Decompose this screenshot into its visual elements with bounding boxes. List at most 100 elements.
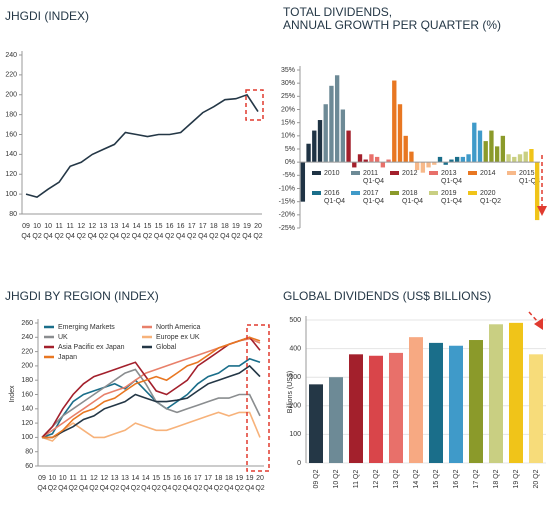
- bar: [389, 352, 403, 463]
- x-tick-label: 11 Q2: [68, 475, 77, 492]
- x-tick-label-line: Q2: [99, 233, 108, 240]
- legend-label: 2010: [324, 170, 340, 177]
- x-tick-label: 17 Q2: [193, 475, 202, 492]
- x-tick-label: 15 Q2: [152, 475, 161, 492]
- x-tick-label-line: 15: [155, 223, 163, 230]
- x-tick-label-line: 14: [132, 475, 140, 482]
- x-tick-label-line: 16: [173, 475, 181, 482]
- x-tick-label-line: 20: [256, 475, 264, 482]
- bar: [409, 337, 423, 463]
- annotations: [245, 89, 543, 472]
- legend-swatch: [468, 191, 477, 195]
- y-tick-label: 20%: [281, 106, 295, 113]
- x-tick-label-line: 17: [194, 475, 202, 482]
- x-tick-label-line: 17: [188, 223, 196, 230]
- x-tick-label-line: 13: [111, 475, 119, 482]
- chart-title: TOTAL DIVIDENDS,: [283, 5, 392, 19]
- y-tick-label: 30%: [281, 80, 295, 87]
- legend-note: Q1-Q4: [363, 198, 384, 205]
- y-tick-label: 220: [5, 72, 17, 79]
- x-tick-label: 19 Q4: [242, 223, 251, 240]
- bar: [357, 154, 363, 163]
- legend-swatch: [429, 191, 438, 195]
- arrow: [528, 311, 539, 323]
- legend-note: Q1-Q2: [480, 198, 501, 205]
- legend-swatch: [351, 171, 360, 175]
- x-tick-label-line: Q4: [110, 233, 119, 240]
- x-tick-label-line: Q4: [88, 233, 97, 240]
- x-tick-label: 11 Q2: [54, 223, 63, 240]
- x-tick-label: 14 Q2: [131, 475, 140, 492]
- x-tick-label: 13 Q4: [120, 475, 129, 492]
- y-tick-label: -25%: [279, 225, 295, 232]
- y-tick-label: 200: [289, 403, 301, 410]
- bar: [312, 130, 317, 163]
- y-tick-label: -5%: [283, 172, 295, 179]
- x-tick-label: 09 Q4: [21, 223, 30, 240]
- y-tick-label: 160: [5, 131, 17, 138]
- line: [41, 336, 261, 438]
- x-tick-label-line: Q2: [253, 233, 262, 240]
- x-tick-label-line: Q2: [235, 485, 244, 492]
- x-tick-label-line: 16: [166, 223, 174, 230]
- x-tick-label: 18 Q4: [224, 475, 233, 492]
- bar: [329, 377, 343, 463]
- x-tick-label-line: Q2: [121, 233, 130, 240]
- bar: [426, 162, 431, 168]
- line: [41, 411, 261, 442]
- bar: [489, 324, 503, 463]
- chart-title: JHGDI BY REGION (INDEX): [5, 289, 159, 303]
- arrow-head: [534, 318, 543, 330]
- bar: [529, 354, 543, 463]
- bar: [369, 154, 374, 163]
- bar: [420, 162, 426, 173]
- legend-label: 2018: [402, 190, 418, 197]
- y-tick-label: 180: [21, 377, 33, 384]
- highlight-box: [245, 89, 264, 121]
- x-tick-label: 18 Q2: [214, 475, 223, 492]
- x-tick-label: 13 Q4: [110, 223, 119, 240]
- y-tick-label: 0: [297, 460, 301, 467]
- bar: [369, 355, 383, 463]
- bar: [494, 146, 500, 163]
- bar: [529, 149, 534, 163]
- x-tick-label-line: Q2: [255, 485, 264, 492]
- x-tick-label-line: 20: [254, 223, 262, 230]
- x-tick-label-line: Q2: [110, 485, 119, 492]
- line: [42, 336, 261, 439]
- legend-label: 2020: [480, 190, 496, 197]
- x-tick-label: 20 Q2: [253, 223, 262, 240]
- legend-note: Q1-Q4: [441, 178, 462, 185]
- y-tick-label: 240: [21, 334, 33, 341]
- bar: [340, 109, 346, 163]
- x-tick-label-line: Q2: [152, 485, 161, 492]
- legend-swatch: [351, 191, 360, 195]
- legend-label: 2015: [519, 170, 535, 177]
- bar: [409, 151, 414, 163]
- legend-swatch: [507, 171, 516, 175]
- x-tick-label-line: 10: [48, 475, 56, 482]
- x-tick-label: 18 Q2: [209, 223, 218, 240]
- y-tick-label: 260: [21, 320, 33, 327]
- x-tick-label: 17 Q4: [203, 475, 212, 492]
- x-tick-label: 19 Q4: [245, 475, 254, 492]
- bar: [454, 156, 460, 163]
- x-tick-label: 09 Q4: [37, 475, 46, 492]
- y-tick-label: -15%: [279, 199, 295, 206]
- x-tick-label-line: Q4: [141, 485, 150, 492]
- x-tick-label: 15 Q4: [154, 223, 163, 240]
- x-tick-label: 16 Q4: [183, 475, 192, 492]
- x-tick-label-line: Q4: [132, 233, 141, 240]
- x-tick-label-line: 14: [142, 475, 150, 482]
- bar: [386, 159, 391, 163]
- bar: [334, 75, 340, 163]
- y-tick-label: -20%: [279, 212, 295, 219]
- bar: [443, 162, 448, 165]
- x-tick-label-line: Q4: [242, 233, 251, 240]
- legend-label: Asia Pacific ex Japan: [58, 344, 125, 351]
- x-tick-label: 19 Q2: [235, 475, 244, 492]
- x-tick-label-line: 15: [163, 475, 171, 482]
- y-tick-label: 80: [25, 449, 33, 456]
